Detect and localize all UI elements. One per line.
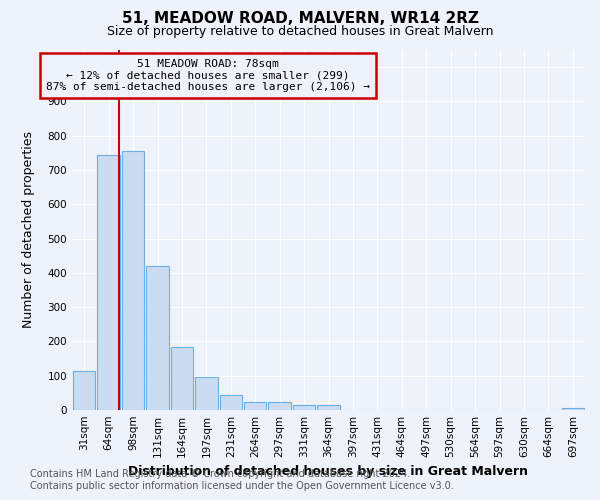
Bar [244, 402, 266, 410]
Bar [268, 402, 291, 410]
Bar [146, 266, 169, 410]
Bar [73, 370, 95, 410]
Bar [122, 151, 145, 410]
Text: Contains HM Land Registry data © Crown copyright and database right 2024.
Contai: Contains HM Land Registry data © Crown c… [30, 470, 454, 491]
Text: Size of property relative to detached houses in Great Malvern: Size of property relative to detached ho… [107, 25, 493, 38]
X-axis label: Distribution of detached houses by size in Great Malvern: Distribution of detached houses by size … [128, 466, 529, 478]
Bar [317, 405, 340, 410]
Bar [97, 154, 120, 410]
Bar [170, 346, 193, 410]
Text: 51, MEADOW ROAD, MALVERN, WR14 2RZ: 51, MEADOW ROAD, MALVERN, WR14 2RZ [121, 11, 479, 26]
Text: 51 MEADOW ROAD: 78sqm
← 12% of detached houses are smaller (299)
87% of semi-det: 51 MEADOW ROAD: 78sqm ← 12% of detached … [46, 59, 370, 92]
Bar [220, 394, 242, 410]
Bar [562, 408, 584, 410]
Y-axis label: Number of detached properties: Number of detached properties [22, 132, 35, 328]
Bar [195, 378, 218, 410]
Bar [293, 405, 316, 410]
